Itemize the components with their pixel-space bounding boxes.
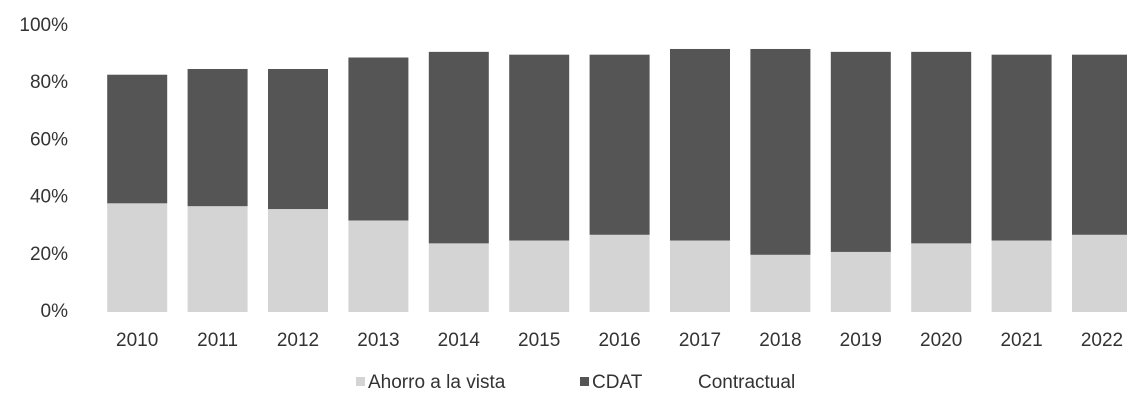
bar-segment	[187, 26, 248, 69]
bar-segment	[348, 26, 409, 58]
x-tick-label: 2010	[116, 330, 158, 351]
bar-segment	[911, 26, 972, 52]
bar-segment	[670, 240, 730, 312]
y-tick-label: 60%	[30, 129, 68, 150]
x-tick-label: 2015	[518, 330, 560, 351]
x-tick-label: 2011	[197, 330, 238, 351]
legend-swatch	[688, 377, 697, 386]
x-tick-label: 2012	[277, 330, 319, 351]
bar-segment	[750, 254, 811, 312]
x-tick-label: 2016	[598, 330, 640, 351]
y-tick-label: 100%	[19, 15, 68, 36]
bar-segment	[348, 57, 409, 221]
bar-segment	[589, 234, 650, 312]
bar-segment	[911, 51, 972, 244]
bar-segment	[428, 243, 489, 312]
bar-segment	[991, 26, 1052, 55]
bar-segment	[1072, 54, 1127, 235]
x-tick-label: 2013	[357, 330, 399, 351]
bar-segment	[509, 26, 570, 55]
bar-segment	[670, 48, 730, 241]
bar-segment	[268, 68, 328, 210]
bar-segment	[268, 26, 328, 69]
bar-segment	[750, 26, 811, 49]
y-tick-label: 0%	[41, 301, 69, 322]
x-tick-label: 2021	[1000, 330, 1042, 351]
y-tick-label: 40%	[30, 187, 68, 208]
legend-label: CDAT	[592, 372, 643, 393]
bar-segment	[187, 206, 248, 312]
y-tick-label: 80%	[30, 72, 68, 93]
bar-segment	[187, 68, 248, 207]
x-tick-label: 2018	[759, 330, 801, 351]
bar-segment	[830, 26, 891, 52]
bar-segment	[107, 203, 168, 312]
x-tick-label: 2017	[679, 330, 721, 351]
legend-swatch	[356, 377, 365, 386]
legend-label: Contractual	[698, 372, 795, 393]
bar-segment	[509, 54, 570, 241]
bar-segment	[991, 240, 1052, 312]
bar-segment	[670, 26, 730, 49]
bar-segment	[1072, 26, 1127, 55]
bar-segment	[911, 243, 972, 312]
bar-segment	[991, 54, 1052, 241]
bar-segment	[589, 54, 650, 235]
bar-segment	[107, 74, 168, 204]
bar-segment	[107, 26, 168, 75]
bar-segment	[428, 51, 489, 244]
bar-segment	[589, 26, 650, 55]
x-tick-label: 2020	[920, 330, 962, 351]
bar-segment	[1072, 234, 1127, 312]
bar-segment	[830, 51, 891, 252]
bar-segment	[428, 26, 489, 52]
bar-segment	[750, 48, 811, 255]
x-tick-label: 2014	[438, 330, 481, 351]
bar-segment	[348, 220, 409, 312]
bar-segment	[509, 240, 570, 312]
legend-swatch	[580, 377, 589, 386]
x-tick-label: 2019	[840, 330, 882, 351]
bar-segment	[830, 251, 891, 312]
bar-segment	[268, 209, 328, 312]
y-tick-label: 20%	[30, 244, 68, 265]
legend-label: Ahorro a la vista	[368, 372, 506, 393]
x-tick-label: 2022	[1081, 330, 1123, 351]
